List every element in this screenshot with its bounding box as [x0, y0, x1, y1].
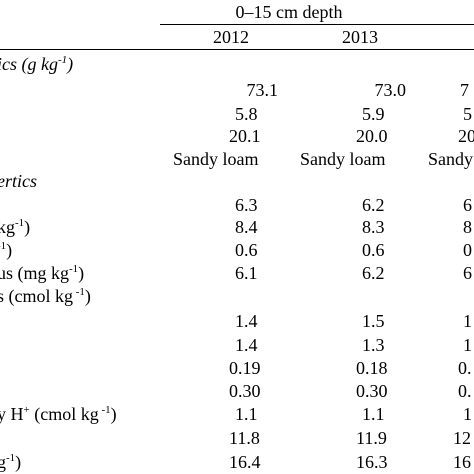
cell-r10-c2: 1.3: [362, 335, 385, 355]
cell-r5-c1: 8.4: [235, 217, 258, 237]
cell-r7-c1: 6.1: [235, 263, 258, 283]
cell-r13-c1: 1.1: [235, 404, 258, 424]
cell-r6-c1: 0.6: [235, 240, 258, 260]
cell-r4-c3: 6: [463, 195, 472, 215]
section-chemical-label: ertics: [0, 171, 37, 191]
cell-r15-c2: 16.3: [356, 452, 388, 472]
cell-r12-c1: 0.30: [229, 381, 261, 401]
cell-r14-c1: 11.8: [229, 428, 260, 448]
cell-r4-c1: 6.3: [235, 195, 258, 215]
cell-r1-c1: 5.8: [235, 104, 258, 124]
cell-r13-c2: 1.1: [362, 404, 385, 424]
header-rule: [160, 24, 474, 25]
cell-r3-c2: Sandy loam: [300, 149, 386, 169]
cell-r6-c2: 0.6: [362, 240, 385, 260]
cell-r0-c1: 73.1: [246, 80, 279, 100]
cell-r7-c2: 6.2: [362, 263, 385, 283]
cell-r11-c2: 0.18: [356, 358, 388, 378]
year-header-2012: 2012: [213, 27, 249, 47]
top-rule: [0, 49, 474, 50]
cell-r11-c3: 0.: [458, 358, 472, 378]
cell-r9-c1: 1.4: [235, 311, 258, 331]
cell-r2-c2: 20.0: [356, 126, 388, 146]
cell-r4-c2: 6.2: [362, 195, 385, 215]
cell-r5-c3: 8: [463, 217, 472, 237]
cell-r2-c3: 20: [458, 126, 474, 146]
row-label-r13: y H+ (cmol kg -1): [0, 404, 117, 424]
cell-r12-c3: 0.: [458, 381, 472, 401]
cell-r12-c2: 0.30: [356, 381, 388, 401]
cell-r14-c3: 12: [453, 428, 471, 448]
cell-r15-c1: 16.4: [229, 452, 261, 472]
section-physical-label: ics (g kg-1): [0, 54, 74, 74]
cell-r0-c2: 73.0: [374, 80, 407, 100]
cell-r7-c3: 6: [463, 263, 472, 283]
cell-r1-c2: 5.9: [362, 104, 385, 124]
depth-header: 0–15 cm depth: [235, 2, 343, 22]
cell-r15-c3: 16: [453, 452, 471, 472]
cell-r2-c1: 20.1: [229, 126, 261, 146]
cell-r10-c1: 1.4: [235, 335, 258, 355]
row-label-r15: g-1): [0, 452, 22, 472]
row-label-r5: kg-1): [0, 217, 31, 237]
cell-r5-c2: 8.3: [362, 217, 385, 237]
cell-r3-c3: Sandy: [428, 149, 473, 169]
cell-r13-c3: 1: [463, 404, 472, 424]
cell-r1-c3: 5: [463, 104, 472, 124]
cell-r3-c1: Sandy loam: [173, 149, 259, 169]
cell-r10-c3: 1: [463, 335, 472, 355]
cell-r11-c1: 0.19: [229, 358, 261, 378]
row-label-r8: s (cmol kg -1): [0, 286, 91, 306]
cell-r9-c2: 1.5: [362, 311, 385, 331]
year-header-2013: 2013: [342, 27, 378, 47]
year-header-third: 20: [434, 28, 474, 46]
row-label-r7: us (mg kg-1): [0, 263, 85, 283]
cell-r0-c3: 7: [460, 80, 469, 100]
cell-r14-c2: 11.9: [356, 428, 387, 448]
cell-r6-c3: 0: [463, 240, 472, 260]
row-label-r6: -1): [0, 240, 13, 260]
cell-r9-c3: 1: [463, 311, 472, 331]
